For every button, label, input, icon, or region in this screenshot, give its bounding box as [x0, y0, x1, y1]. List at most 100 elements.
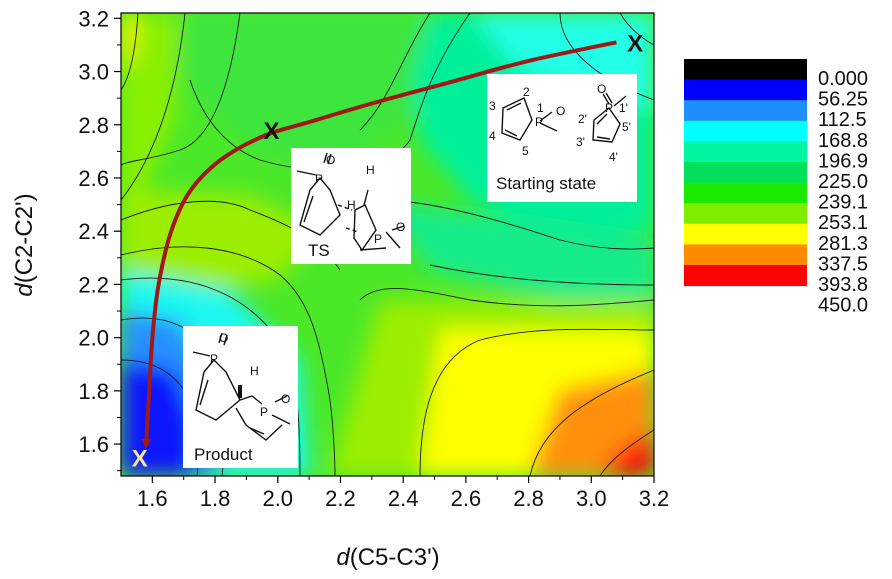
product-atom-H: H	[250, 364, 259, 378]
y-axis-title: d(C2-C2')	[11, 193, 38, 296]
contour-line	[359, 13, 431, 131]
product-structure	[192, 332, 291, 441]
ts-atom-P-2: P	[374, 232, 382, 246]
contour-region-lime-top	[121, 13, 180, 200]
legend-swatch	[684, 100, 807, 122]
atom-number-3: 3	[489, 99, 496, 113]
legend-label: 337.5	[818, 253, 868, 275]
starting-state-label: Starting state	[496, 174, 596, 193]
plot-frame	[120, 12, 655, 477]
contour-line	[619, 13, 654, 46]
contour-line	[429, 264, 654, 286]
legend-swatch	[684, 223, 807, 245]
contour-line	[419, 328, 654, 476]
x-tick-label: 2.6	[451, 486, 482, 511]
product-atom-P: P	[210, 352, 218, 366]
reaction-markers: X X X	[132, 30, 643, 472]
atom-number-2-prime: 2'	[578, 112, 587, 126]
atom-number-2: 2	[523, 85, 530, 99]
legend-label: 56.25	[818, 89, 868, 111]
legend-label: 112.5	[818, 109, 867, 131]
x-tick-label: 2.0	[262, 486, 293, 511]
reaction-path-arrow	[141, 40, 617, 450]
x-tick-label: 2.8	[513, 486, 544, 511]
contour-line	[121, 13, 139, 91]
product-atom-P-2: P	[260, 405, 268, 419]
starting-state-inset: P O P O 2 1 3 4 5 1' 2' 3' 4' 5' Startin…	[487, 74, 637, 202]
y-tick-label: 2.8	[78, 113, 109, 138]
legend-label: 253.1	[818, 212, 868, 234]
starting-state-structure	[501, 92, 627, 143]
atom-number-4-prime: 4'	[609, 150, 618, 164]
contour-region-red-bottom-right	[600, 430, 654, 476]
legend-swatch	[684, 79, 807, 101]
atom-number-4: 4	[489, 129, 496, 143]
legend-label: 450.0	[818, 295, 868, 317]
ts-label: TS	[308, 241, 330, 260]
y-tick-label: 3.0	[78, 60, 109, 85]
ts-structure	[296, 152, 405, 252]
ts-atom-O-2: O	[396, 220, 405, 234]
contour-region-teal-right	[380, 200, 654, 300]
legend-swatch	[684, 244, 807, 266]
ts-inset: P O H H P O TS	[291, 148, 411, 264]
ts-atom-H-2: H	[347, 198, 356, 212]
atom-number-5-prime: 5'	[622, 120, 631, 134]
atom-number-1: 1	[537, 101, 544, 115]
x-axis-ticks: 1.6 1.8 2.0 2.2 2.4 2.6 2.8 3.0 3.2	[137, 476, 669, 511]
x-tick-label: 1.8	[200, 486, 231, 511]
y-axis-ticks: 1.6 1.8 2.0 2.2 2.4 2.6 2.8 3.0 3.2	[78, 6, 121, 472]
legend-label: 393.8	[818, 274, 868, 296]
y-tick-label: 1.6	[78, 432, 109, 457]
contour-region-upper-green	[150, 13, 470, 170]
atom-number-3-prime: 3'	[576, 135, 585, 149]
x-axis-title: d(C5-C3')	[336, 544, 439, 571]
x-tick-label: 1.6	[137, 486, 168, 511]
contour-line	[121, 13, 241, 166]
product-atom-O: O	[219, 331, 228, 345]
contour-line	[121, 246, 336, 476]
legend-label: 168.8	[818, 130, 868, 152]
legend-swatch	[684, 141, 807, 163]
contour-line	[359, 288, 654, 307]
y-tick-label: 1.8	[78, 379, 109, 404]
legend-label: 225.0	[818, 171, 868, 193]
color-legend: 0.00056.25112.5168.8196.9225.0239.1253.1…	[684, 59, 868, 317]
legend-swatch	[684, 265, 807, 287]
atom-P-prime: P	[605, 101, 613, 115]
ts-atom-O: O	[326, 153, 335, 167]
product-label: Product	[194, 445, 253, 464]
reaction-marker: X	[263, 118, 279, 145]
legend-swatch	[684, 120, 807, 142]
legend-swatch	[684, 162, 807, 184]
legend-label: 196.9	[818, 150, 868, 172]
x-tick-label: 3.2	[639, 486, 670, 511]
x-tick-label: 2.2	[325, 486, 356, 511]
product-atom-O-2: O	[281, 392, 290, 406]
contour-region-lime-left	[121, 190, 320, 290]
y-tick-label: 2.0	[78, 326, 109, 351]
reaction-marker: X	[627, 30, 643, 57]
contour-line	[121, 13, 186, 201]
x-tick-label: 2.4	[388, 486, 419, 511]
legend-swatch	[684, 59, 807, 81]
atom-P: P	[535, 115, 543, 129]
contour-region-yellow-top-left	[121, 13, 138, 70]
y-tick-label: 2.4	[78, 219, 109, 244]
contour-line	[599, 429, 654, 476]
contour-region-blue-bottom-left	[121, 360, 195, 476]
x-tick-label: 3.0	[576, 486, 607, 511]
ts-atom-H-1: H	[366, 163, 375, 177]
reaction-marker: X	[132, 445, 148, 472]
legend-label: 281.3	[818, 233, 868, 255]
atom-number-5: 5	[522, 144, 529, 158]
atom-O: O	[556, 104, 565, 118]
product-inset: P O H P O Product	[183, 326, 298, 468]
y-tick-label: 2.6	[78, 166, 109, 191]
atom-number-1-prime: 1'	[619, 101, 628, 115]
legend-label: 239.1	[818, 192, 868, 214]
y-tick-label: 3.2	[78, 6, 109, 31]
y-tick-label: 2.2	[78, 272, 109, 297]
